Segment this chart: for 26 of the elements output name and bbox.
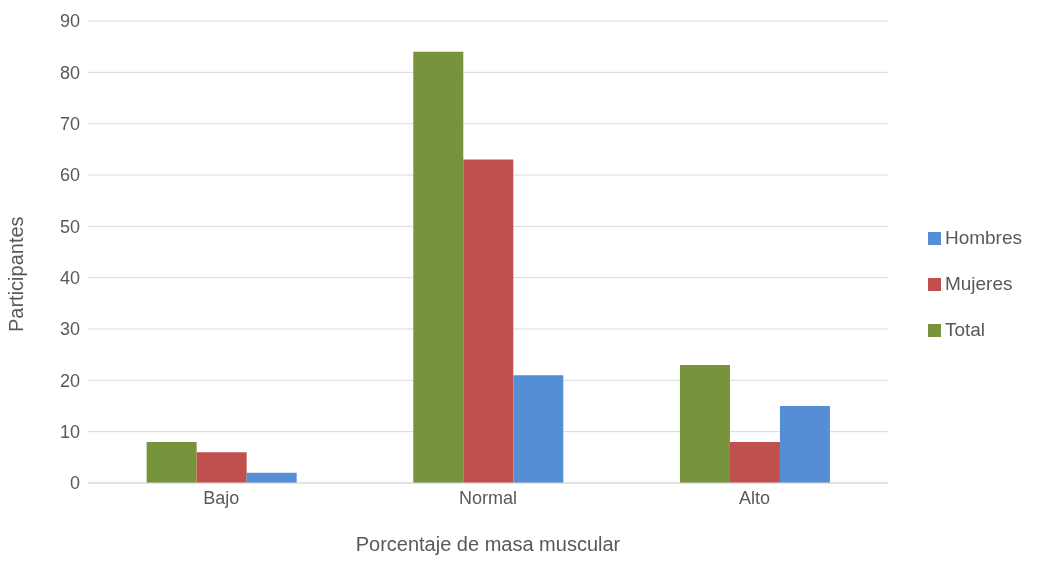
- x-tick-label: Normal: [458, 487, 517, 508]
- y-tick-label: 30: [59, 319, 80, 340]
- y-tick-label: 50: [59, 216, 80, 237]
- y-tick-label: 80: [59, 62, 80, 83]
- x-tick-label: Alto: [739, 487, 771, 508]
- y-axis-title: Participantes: [5, 216, 28, 332]
- bar: [146, 441, 197, 483]
- bar: [196, 452, 247, 483]
- bar: [729, 441, 780, 483]
- x-axis-title: Porcentaje de masa muscular: [355, 533, 621, 555]
- y-tick-label: 40: [59, 268, 80, 289]
- y-tick-label: 0: [69, 473, 80, 494]
- y-tick-label: 90: [59, 11, 80, 32]
- y-tick-label: 20: [59, 370, 80, 391]
- y-tick-label: 70: [59, 114, 80, 135]
- y-tick-label: 10: [59, 422, 80, 443]
- bar: [463, 159, 514, 483]
- bar: [779, 406, 830, 483]
- legend-label: Total: [944, 318, 986, 340]
- x-tick-label: Bajo: [203, 487, 240, 508]
- bar: [413, 51, 464, 483]
- bar: [679, 364, 730, 483]
- y-tick-label: 60: [59, 165, 80, 186]
- bar: [513, 375, 564, 483]
- legend-label: Hombres: [944, 226, 1022, 248]
- legend-label: Mujeres: [944, 272, 1013, 294]
